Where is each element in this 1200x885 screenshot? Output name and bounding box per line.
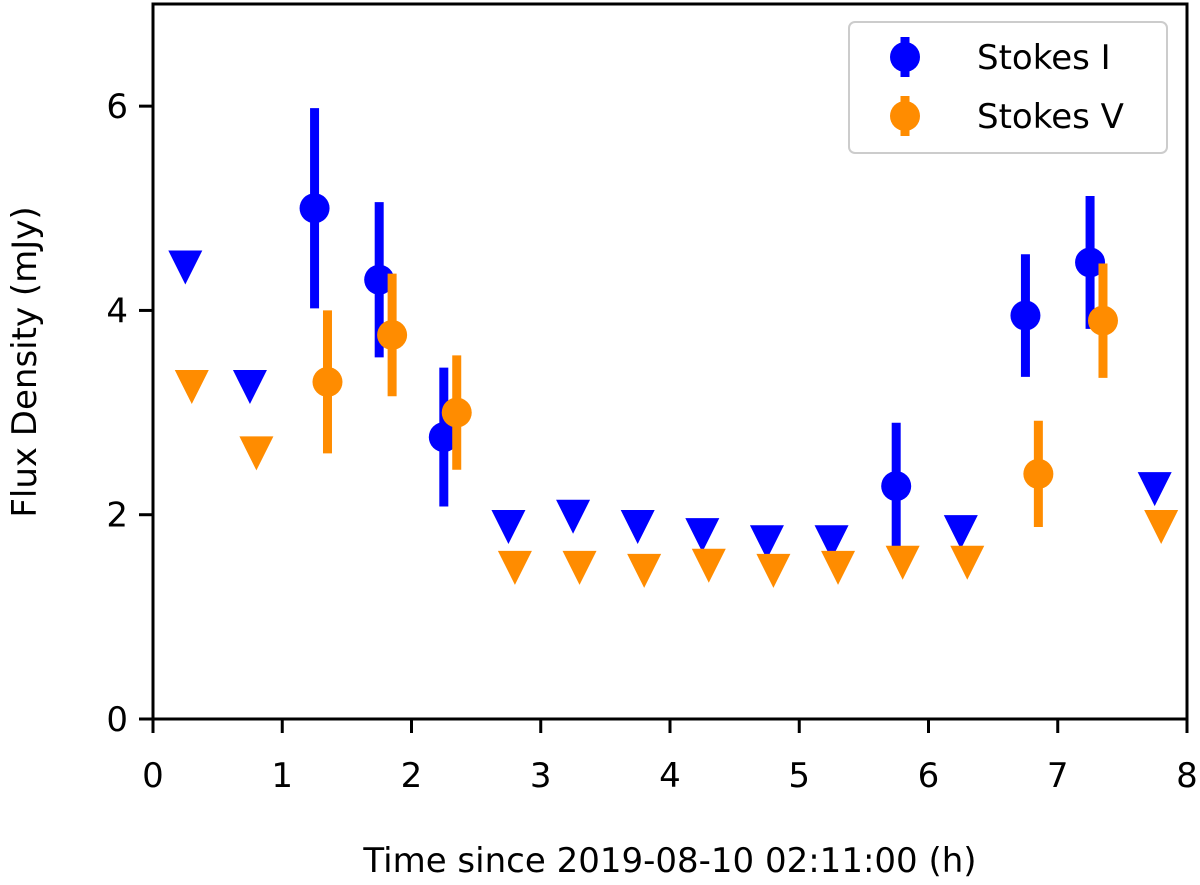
stokes-v-upper-limit-marker bbox=[1144, 509, 1179, 544]
stokes-v-detection-point bbox=[1023, 458, 1054, 489]
stokes-i-upper-limit-marker bbox=[814, 525, 849, 560]
stokes-v-upper-limit-marker bbox=[885, 545, 920, 580]
stokes-v-detection-point bbox=[1087, 305, 1118, 336]
stokes-v-upper-limit-marker bbox=[174, 370, 209, 405]
legend-stokes-v-label: Stokes V bbox=[977, 97, 1124, 137]
legend-box bbox=[848, 21, 1168, 154]
stokes-i-upper-limit-marker bbox=[168, 250, 203, 285]
x-tick-label: 4 bbox=[659, 756, 681, 796]
stokes-i-detection-point bbox=[364, 264, 395, 295]
legend-stokes-i-label: Stokes I bbox=[977, 38, 1111, 78]
stokes-i-upper-limit-marker bbox=[620, 509, 655, 544]
stokes-v-upper-limit-marker bbox=[691, 548, 726, 583]
stokes-v-upper-limit-marker bbox=[756, 553, 791, 588]
stokes-i-upper-limit-marker bbox=[556, 499, 591, 534]
legend-entries: Stokes I Stokes V bbox=[890, 37, 1124, 137]
stokes-i-detection-point bbox=[299, 193, 330, 224]
stokes-i-upper-limit-marker bbox=[491, 509, 526, 544]
x-tick-label: 7 bbox=[1047, 756, 1069, 796]
x-tick-label: 5 bbox=[788, 756, 810, 796]
x-tick-label: 8 bbox=[1176, 756, 1198, 796]
x-tick-label: 6 bbox=[918, 756, 940, 796]
stokes-i-detection-point bbox=[428, 422, 459, 453]
y-tick-label: 0 bbox=[106, 700, 128, 740]
x-tick-label: 2 bbox=[401, 756, 423, 796]
stokes-i-detection-point bbox=[1010, 300, 1041, 331]
x-tick-label: 0 bbox=[142, 756, 164, 796]
stokes-i-series bbox=[168, 108, 1172, 560]
stokes-i-upper-limit-marker bbox=[685, 518, 720, 553]
stokes-i-upper-limit-marker bbox=[749, 525, 784, 560]
y-tick-label: 4 bbox=[106, 291, 128, 331]
stokes-v-upper-limit-marker bbox=[239, 436, 274, 471]
y-tick-label: 2 bbox=[106, 496, 128, 536]
stokes-v-detection-point bbox=[377, 319, 408, 350]
stokes-v-detection-point bbox=[441, 397, 472, 428]
x-tick-label: 1 bbox=[271, 756, 293, 796]
stokes-v-upper-limit-marker bbox=[821, 550, 856, 585]
y-tick-label: 6 bbox=[106, 87, 128, 127]
legend: Stokes I Stokes V bbox=[848, 21, 1168, 154]
stokes-v-series bbox=[174, 263, 1179, 588]
y-axis-title: Flux Density (mJy) bbox=[5, 206, 45, 517]
stokes-v-detection-point bbox=[312, 366, 343, 397]
stokes-v-upper-limit-marker bbox=[562, 550, 597, 585]
stokes-v-upper-limit-marker bbox=[497, 550, 532, 585]
stokes-i-upper-limit-marker bbox=[232, 370, 267, 405]
ticks-layer: 0 1 2 3 4 5 6 7 8 0 2 4 6 bbox=[106, 87, 1197, 796]
stokes-i-upper-limit-marker bbox=[943, 515, 978, 550]
x-axis-title: Time since 2019-08-10 02:11:00 (h) bbox=[362, 841, 976, 881]
legend-stokes-i-marker bbox=[890, 42, 920, 72]
stokes-i-upper-limit-marker bbox=[1137, 472, 1172, 507]
x-tick-label: 3 bbox=[530, 756, 552, 796]
stokes-i-detection-point bbox=[881, 471, 912, 502]
marks-layer bbox=[168, 108, 1179, 588]
stokes-v-upper-limit-marker bbox=[627, 553, 662, 588]
stokes-v-upper-limit-marker bbox=[950, 545, 985, 580]
legend-stokes-v-marker bbox=[890, 101, 920, 131]
stokes-i-detection-point bbox=[1075, 247, 1106, 278]
